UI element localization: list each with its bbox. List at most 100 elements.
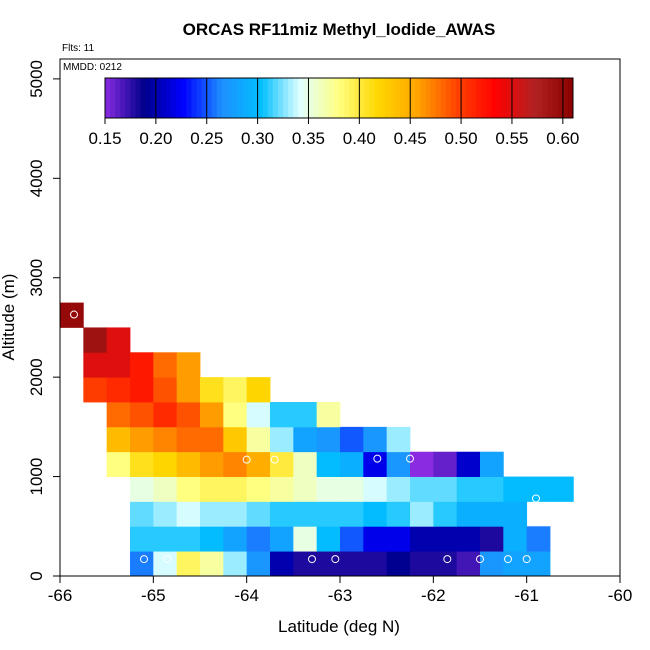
sample-point bbox=[522, 555, 531, 564]
colorbar-segment bbox=[364, 78, 371, 118]
colorbar-segment bbox=[542, 78, 549, 118]
colorbar-segment bbox=[486, 78, 493, 118]
heatmap-cell bbox=[270, 402, 294, 428]
heatmap-cell bbox=[176, 352, 201, 378]
heatmap-cell bbox=[223, 501, 248, 527]
colorbar-segment bbox=[125, 78, 131, 118]
x-tick-label: -61 bbox=[514, 586, 539, 605]
heatmap-cell bbox=[270, 426, 294, 453]
heatmap-cell bbox=[456, 476, 481, 502]
heatmap-cell bbox=[176, 377, 201, 403]
colorbar-segment bbox=[532, 78, 538, 118]
heatmap-cell bbox=[106, 352, 131, 378]
heatmap-cell bbox=[293, 526, 318, 552]
heatmap-cell bbox=[200, 426, 224, 453]
y-axis: 0 1000 2000 3000 4000 5000 bbox=[27, 60, 60, 581]
colorbar-segment bbox=[481, 78, 488, 118]
heatmap-cell bbox=[270, 551, 294, 577]
heatmap-cell bbox=[130, 501, 154, 527]
colorbar-segment bbox=[110, 78, 116, 118]
x-axis: -66 -65 -64 -63 -62 -61 -60 bbox=[48, 576, 633, 605]
y-axis-label: Altitude (m) bbox=[0, 274, 18, 361]
heatmap-cell bbox=[106, 426, 131, 453]
heatmap-cell bbox=[386, 451, 411, 477]
heatmap-cell bbox=[130, 451, 154, 477]
heatmap-cell bbox=[130, 426, 154, 453]
heatmap-cell bbox=[480, 526, 504, 552]
colorbar-segment bbox=[232, 78, 238, 118]
heatmap-cell bbox=[223, 377, 248, 403]
heatmap-cell bbox=[316, 426, 341, 453]
heatmap-cell bbox=[480, 501, 504, 527]
sample-point bbox=[443, 555, 452, 564]
colorbar-segment bbox=[557, 78, 564, 118]
heatmap-cell bbox=[246, 476, 271, 502]
heatmap-cell bbox=[106, 377, 131, 403]
heatmap-cell bbox=[130, 526, 154, 552]
sample-point bbox=[331, 555, 340, 564]
colorbar-segment bbox=[201, 78, 208, 118]
heatmap-cell bbox=[386, 526, 411, 552]
y-tick-label: 0 bbox=[27, 571, 46, 580]
colorbar-segment bbox=[206, 78, 213, 118]
x-axis-label: Latitude (deg N) bbox=[278, 617, 400, 636]
heatmap-cell bbox=[130, 476, 154, 502]
colorbar-segment bbox=[181, 78, 187, 118]
colorbar-segment bbox=[420, 78, 426, 118]
x-tick-label: -60 bbox=[608, 586, 633, 605]
date-label: MMDD: 0212 bbox=[63, 62, 122, 73]
heatmap-cell bbox=[316, 501, 341, 527]
heatmap-cell bbox=[246, 451, 271, 477]
colorbar-segment bbox=[252, 78, 259, 118]
colorbar-segment bbox=[277, 78, 284, 118]
colorbar-segment bbox=[496, 78, 503, 118]
heatmap-cell bbox=[363, 476, 388, 502]
colorbar-segment bbox=[222, 78, 228, 118]
chart-title: ORCAS RF11miz Methyl_Iodide_AWAS bbox=[183, 20, 496, 39]
x-tick-label: -65 bbox=[141, 586, 166, 605]
colorbar-segment bbox=[354, 78, 360, 118]
heatmap-cell bbox=[456, 501, 481, 527]
heatmap-cell bbox=[503, 476, 528, 502]
heatmap-cell bbox=[200, 451, 224, 477]
heatmap-cell bbox=[363, 501, 388, 527]
colorbar-segment bbox=[567, 78, 574, 118]
colorbar-tick-label: 0.50 bbox=[445, 129, 478, 148]
colorbar-segment bbox=[552, 78, 559, 118]
heatmap-cell bbox=[340, 426, 364, 453]
colorbar-segment bbox=[155, 78, 162, 118]
colorbar-segment bbox=[389, 78, 396, 118]
colorbar-tick-label: 0.35 bbox=[292, 129, 325, 148]
heatmap-cell bbox=[503, 526, 528, 552]
heatmap-cell bbox=[340, 501, 364, 527]
colorbar-segment bbox=[247, 78, 254, 118]
y-tick-label: 2000 bbox=[27, 358, 46, 396]
colorbar-segment bbox=[191, 78, 198, 118]
colorbar-segment bbox=[425, 78, 432, 118]
colorbar-tick-label: 0.45 bbox=[394, 129, 427, 148]
colorbar-segment bbox=[283, 78, 289, 118]
colorbar-segment bbox=[135, 78, 142, 118]
colorbar-segment bbox=[105, 78, 111, 118]
colorbar-segment bbox=[267, 78, 274, 118]
heatmap-cell bbox=[223, 526, 248, 552]
heatmap-cell bbox=[293, 501, 318, 527]
heatmap-cell bbox=[316, 551, 341, 577]
heatmap-cell bbox=[456, 526, 481, 552]
colorbar-segment bbox=[257, 78, 264, 118]
heatmap-cell bbox=[246, 402, 271, 428]
heatmap-cell bbox=[223, 476, 248, 502]
heatmap-cell bbox=[200, 402, 224, 428]
heatmap-cell bbox=[153, 501, 178, 527]
heatmap-cell bbox=[386, 501, 411, 527]
colorbar-segment bbox=[211, 78, 218, 118]
sample-point bbox=[308, 555, 316, 564]
heatmap-cell bbox=[246, 551, 271, 577]
colorbar-segment bbox=[120, 78, 126, 118]
heatmap-cell bbox=[153, 526, 178, 552]
heatmap-cell bbox=[316, 476, 341, 502]
colorbar-segment bbox=[450, 78, 457, 118]
y-tick-label: 1000 bbox=[27, 458, 46, 496]
colorbar-segment bbox=[471, 78, 477, 118]
